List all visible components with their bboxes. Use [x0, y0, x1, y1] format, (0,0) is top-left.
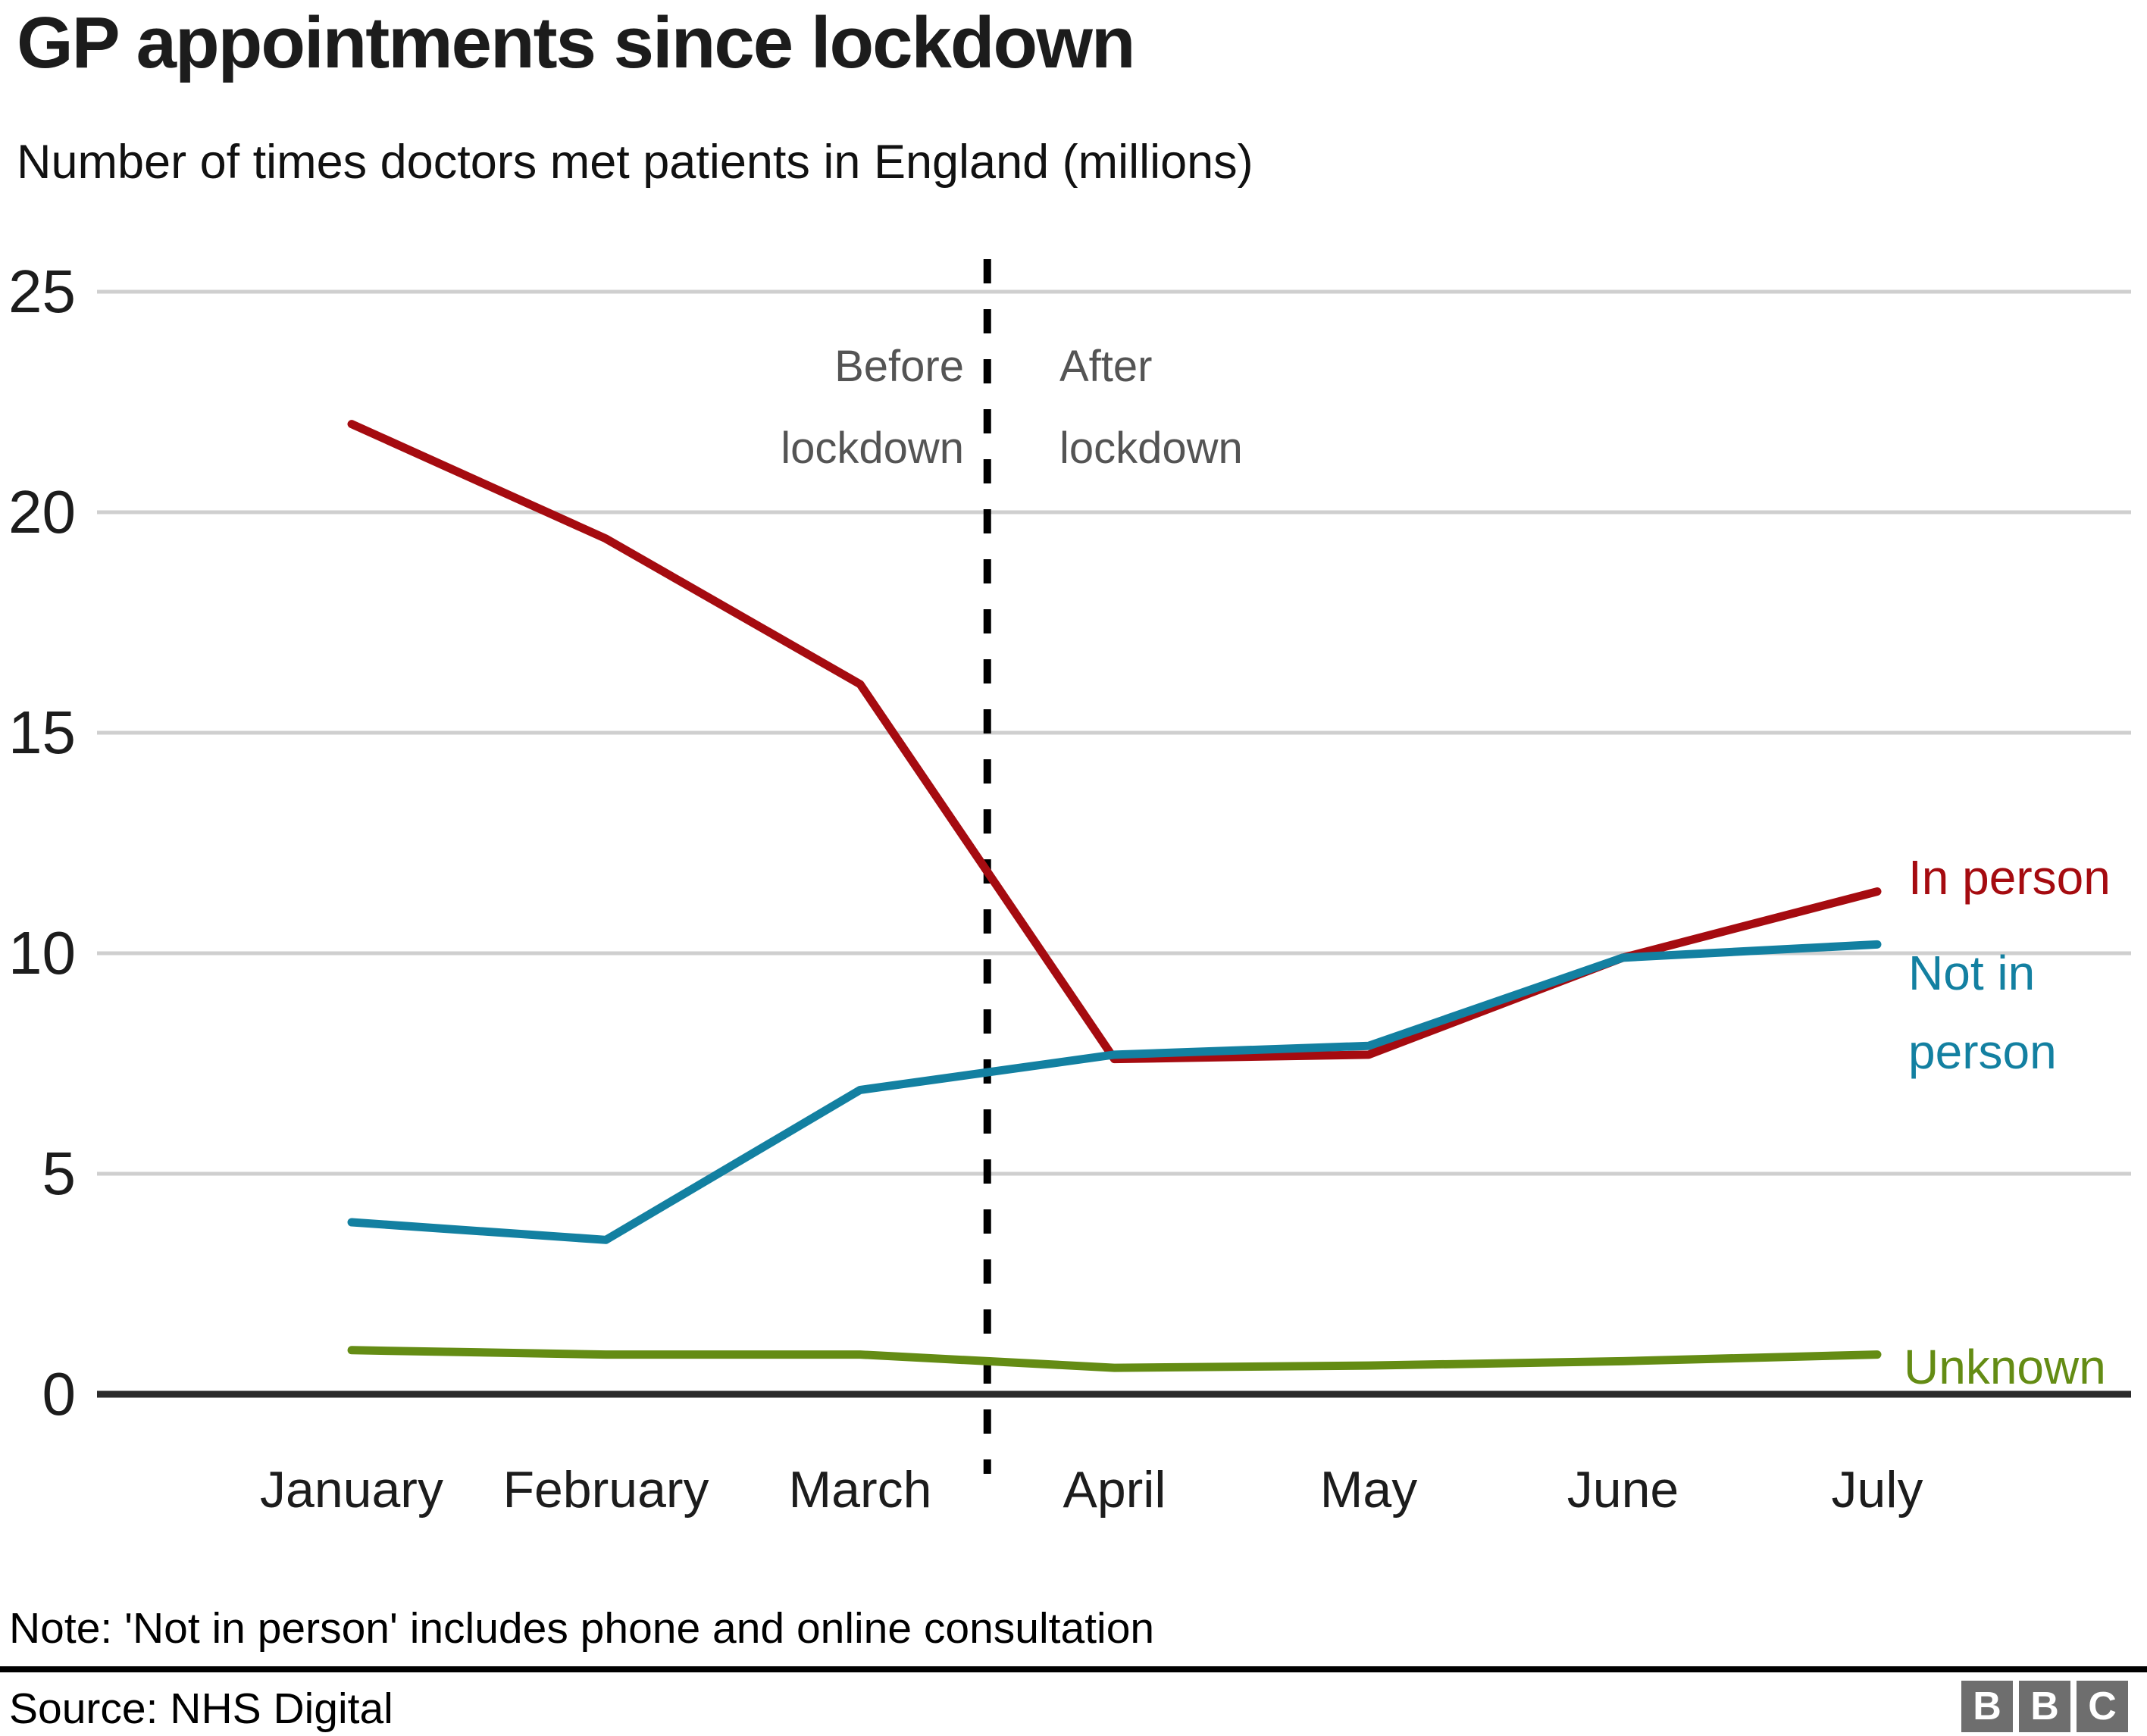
after-lockdown-annotation: After lockdown: [1059, 342, 1243, 473]
y-tick-label: 0: [42, 1360, 77, 1428]
legend-unknown: Unknown: [1904, 1340, 2106, 1394]
month-label-april: April: [1063, 1461, 1166, 1519]
month-label-may: May: [1319, 1461, 1418, 1519]
bbc-logo-letter: B: [1961, 1681, 2013, 1732]
bbc-logo-letter: B: [2019, 1681, 2070, 1732]
bbc-logo-letter: C: [2077, 1681, 2128, 1732]
page-subtitle: Number of times doctors met patients in …: [17, 136, 1253, 189]
month-label-february: February: [502, 1461, 709, 1519]
y-tick-label: 15: [8, 699, 76, 766]
footer-divider-rule: [0, 1666, 2147, 1672]
series-line-unknown: [347, 1346, 1882, 1372]
y-tick-label: 20: [8, 478, 76, 546]
month-label-january: January: [260, 1461, 443, 1519]
month-label-july: July: [1831, 1461, 1923, 1519]
month-label-march: March: [788, 1461, 932, 1519]
before-lockdown-annotation: Before lockdown: [781, 342, 964, 473]
month-label-june: June: [1566, 1461, 1679, 1519]
page-title: GP appointments since lockdown: [17, 2, 1135, 83]
series-line-in-person: [347, 420, 1882, 1064]
y-tick-label: 10: [8, 919, 76, 987]
y-tick-label: 5: [42, 1140, 77, 1207]
series-line-not-in-person: [347, 940, 1882, 1244]
source-credit: Source: NHS Digital: [9, 1684, 393, 1733]
bbc-logo: B B C: [1961, 1681, 2128, 1732]
chart-note: Note: 'Not in person' includes phone and…: [9, 1604, 1155, 1653]
legend-in-person: In person: [1908, 850, 2111, 905]
legend-not-in-person: Not in person: [1908, 946, 2057, 1079]
y-tick-label: 25: [8, 258, 76, 325]
